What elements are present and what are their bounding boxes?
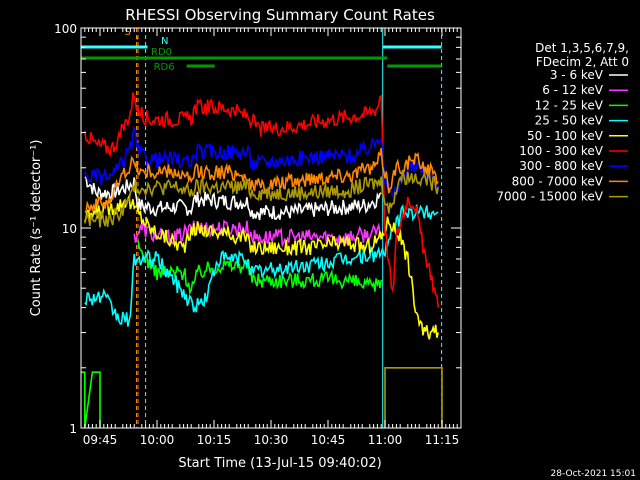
footer-date: 28-Oct-2021 15:01 xyxy=(551,469,636,479)
series-line-800-7000-kev xyxy=(84,148,439,214)
series-line-25-50-kev xyxy=(84,203,439,327)
y-axis-label: Count Rate (s⁻¹ detector⁻¹) xyxy=(29,140,44,317)
legend-label-300-800-kev: 300 - 800 keV xyxy=(519,159,603,173)
legend-label-3-6-kev: 3 - 6 keV xyxy=(550,68,604,82)
legend-label-800-7000-kev: 800 - 7000 keV xyxy=(512,174,604,188)
legend-label-25-50-kev: 25 - 50 keV xyxy=(535,114,604,128)
series-line-100-300-kev xyxy=(84,92,439,308)
legend-header-line: FDecim 2, Att 0 xyxy=(536,55,629,69)
legend-label-12-25-kev: 12 - 25 keV xyxy=(535,98,604,112)
state-label-rd0: RD0 xyxy=(151,47,172,58)
series-line-7000-15000-kev xyxy=(84,169,439,228)
x-tick-label: 10:15 xyxy=(197,433,232,447)
series-line-3-6-kev xyxy=(84,176,382,221)
y-tick-label: 10 xyxy=(62,222,77,236)
state-label-s: S xyxy=(124,27,130,38)
series-line-300-800-kev xyxy=(84,127,439,200)
series-line-12-25-kev xyxy=(137,240,382,296)
x-axis-label: Start Time (13-Jul-15 09:40:02) xyxy=(178,456,381,471)
legend-label-7000-15000-kev: 7000 - 15000 keV xyxy=(496,190,603,204)
chart-title: RHESSI Observing Summary Count Rates xyxy=(125,6,435,24)
series-line-50-100-kev xyxy=(84,193,439,340)
state-label-rd6: RD6 xyxy=(154,62,175,73)
legend-header-line: Det 1,3,5,6,7,9, xyxy=(535,41,629,55)
low-rate-segment-0 xyxy=(81,371,101,429)
x-tick-label: 11:00 xyxy=(368,433,403,447)
x-tick-label: 10:00 xyxy=(140,433,175,447)
state-label-n: N xyxy=(161,36,168,47)
x-tick-label: 09:45 xyxy=(83,433,118,447)
legend-label-100-300-kev: 100 - 300 keV xyxy=(519,144,603,158)
y-tick-label: 100 xyxy=(54,22,77,36)
x-tick-label: 11:15 xyxy=(425,433,460,447)
legend-label-6-12-kev: 6 - 12 keV xyxy=(542,83,604,97)
legend: Det 1,3,5,6,7,9,FDecim 2, Att 03 - 6 keV… xyxy=(496,41,629,204)
x-tick-label: 10:45 xyxy=(311,433,346,447)
legend-label-50-100-kev: 50 - 100 keV xyxy=(527,129,604,143)
y-tick-label: 1 xyxy=(69,422,77,436)
low-rate-segment-1 xyxy=(384,367,443,428)
x-tick-label: 10:30 xyxy=(254,433,289,447)
